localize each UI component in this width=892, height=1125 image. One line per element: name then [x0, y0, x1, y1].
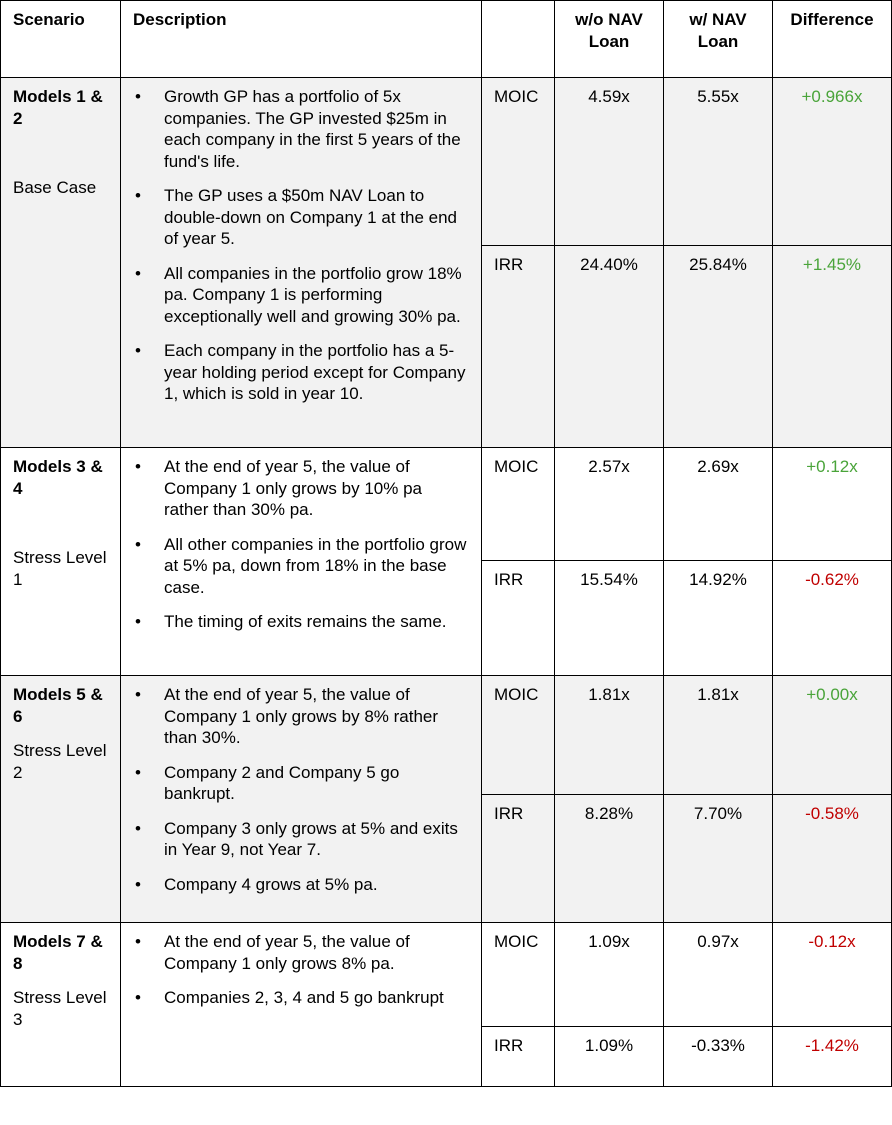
description-cell: At the end of year 5, the value of Compa… [120, 675, 482, 923]
header-row: Scenario Description w/o NAV Loan w/ NAV… [0, 0, 892, 78]
value-without-loan: 2.57x [554, 447, 664, 561]
scenario-cell: Models 1 & 2 Base Case [0, 77, 121, 448]
scenario-title: Models 1 & 2 [13, 87, 103, 128]
table-row: IRR 15.54% 14.92% -0.62% [1, 560, 892, 676]
list-item: Each company in the portfolio has a 5-ye… [131, 340, 471, 405]
value-difference: +0.00x [772, 675, 892, 795]
scenario-cell: Models 3 & 4 Stress Level 1 [0, 447, 121, 676]
value-without-loan: 4.59x [554, 77, 664, 246]
metric-label: IRR [481, 1026, 555, 1087]
metric-label: IRR [481, 794, 555, 923]
value-with-loan: 7.70% [663, 794, 773, 923]
value-difference: -0.62% [772, 560, 892, 676]
table-row: IRR 1.09% -0.33% -1.42% [1, 1026, 892, 1087]
list-item: Company 4 grows at 5% pa. [131, 874, 471, 896]
value-difference: +0.12x [772, 447, 892, 561]
metric-label: IRR [481, 245, 555, 448]
value-without-loan: 24.40% [554, 245, 664, 448]
list-item: At the end of year 5, the value of Compa… [131, 931, 471, 974]
list-item: Companies 2, 3, 4 and 5 go bankrupt [131, 987, 471, 1009]
value-difference: +1.45% [772, 245, 892, 448]
description-cell: At the end of year 5, the value of Compa… [120, 922, 482, 1087]
scenario-cell: Models 5 & 6 Stress Level 2 [0, 675, 121, 923]
table-row: IRR 24.40% 25.84% +1.45% [1, 245, 892, 448]
description-list: At the end of year 5, the value of Compa… [131, 684, 471, 895]
list-item: At the end of year 5, the value of Compa… [131, 456, 471, 521]
table-row: Models 1 & 2 Base Case Growth GP has a p… [0, 77, 892, 448]
scenario-comparison-table: Scenario Description w/o NAV Loan w/ NAV… [0, 0, 892, 1087]
value-with-loan: 0.97x [663, 922, 773, 1027]
header-without-nav-loan: w/o NAV Loan [554, 0, 664, 78]
scenario-cell: Models 7 & 8 Stress Level 3 [0, 922, 121, 1087]
value-with-loan: -0.33% [663, 1026, 773, 1087]
description-list: Growth GP has a portfolio of 5x companie… [131, 86, 471, 405]
value-with-loan: 1.81x [663, 675, 773, 795]
value-without-loan: 1.81x [554, 675, 664, 795]
description-list: At the end of year 5, the value of Compa… [131, 931, 471, 1009]
scenario-title: Models 5 & 6 [13, 685, 103, 726]
list-item: The timing of exits remains the same. [131, 611, 471, 633]
value-without-loan: 1.09x [554, 922, 664, 1027]
value-difference: -0.58% [772, 794, 892, 923]
value-with-loan: 2.69x [663, 447, 773, 561]
list-item: All companies in the portfolio grow 18% … [131, 263, 471, 328]
list-item: Company 3 only grows at 5% and exits in … [131, 818, 471, 861]
header-with-nav-loan: w/ NAV Loan [663, 0, 773, 78]
scenario-title: Models 7 & 8 [13, 932, 103, 973]
value-with-loan: 14.92% [663, 560, 773, 676]
metric-label: IRR [481, 560, 555, 676]
table-row: Models 5 & 6 Stress Level 2 At the end o… [0, 675, 892, 923]
value-without-loan: 1.09% [554, 1026, 664, 1087]
value-difference: -1.42% [772, 1026, 892, 1087]
header-difference: Difference [772, 0, 892, 78]
value-with-loan: 5.55x [663, 77, 773, 246]
header-description: Description [120, 0, 482, 78]
value-without-loan: 8.28% [554, 794, 664, 923]
table-row: IRR 8.28% 7.70% -0.58% [1, 794, 892, 923]
table-row: Models 7 & 8 Stress Level 3 At the end o… [0, 922, 892, 1087]
metric-label: MOIC [481, 922, 555, 1027]
value-difference: +0.966x [772, 77, 892, 246]
list-item: The GP uses a $50m NAV Loan to double-do… [131, 185, 471, 250]
value-without-loan: 15.54% [554, 560, 664, 676]
scenario-subtitle: Stress Level 2 [13, 741, 107, 782]
header-scenario: Scenario [0, 0, 121, 78]
scenario-subtitle: Base Case [13, 178, 97, 197]
header-metric [481, 0, 555, 78]
list-item: Company 2 and Company 5 go bankrupt. [131, 762, 471, 805]
table-row: Models 3 & 4 Stress Level 1 At the end o… [0, 447, 892, 676]
scenario-subtitle: Stress Level 1 [13, 548, 107, 589]
description-list: At the end of year 5, the value of Compa… [131, 456, 471, 633]
list-item: At the end of year 5, the value of Compa… [131, 684, 471, 749]
scenario-subtitle: Stress Level 3 [13, 988, 107, 1029]
list-item: All other companies in the portfolio gro… [131, 534, 471, 599]
value-with-loan: 25.84% [663, 245, 773, 448]
description-cell: Growth GP has a portfolio of 5x companie… [120, 77, 482, 448]
metric-label: MOIC [481, 675, 555, 795]
metric-label: MOIC [481, 447, 555, 561]
list-item: Growth GP has a portfolio of 5x companie… [131, 86, 471, 172]
scenario-title: Models 3 & 4 [13, 457, 103, 498]
description-cell: At the end of year 5, the value of Compa… [120, 447, 482, 676]
value-difference: -0.12x [772, 922, 892, 1027]
metric-label: MOIC [481, 77, 555, 246]
